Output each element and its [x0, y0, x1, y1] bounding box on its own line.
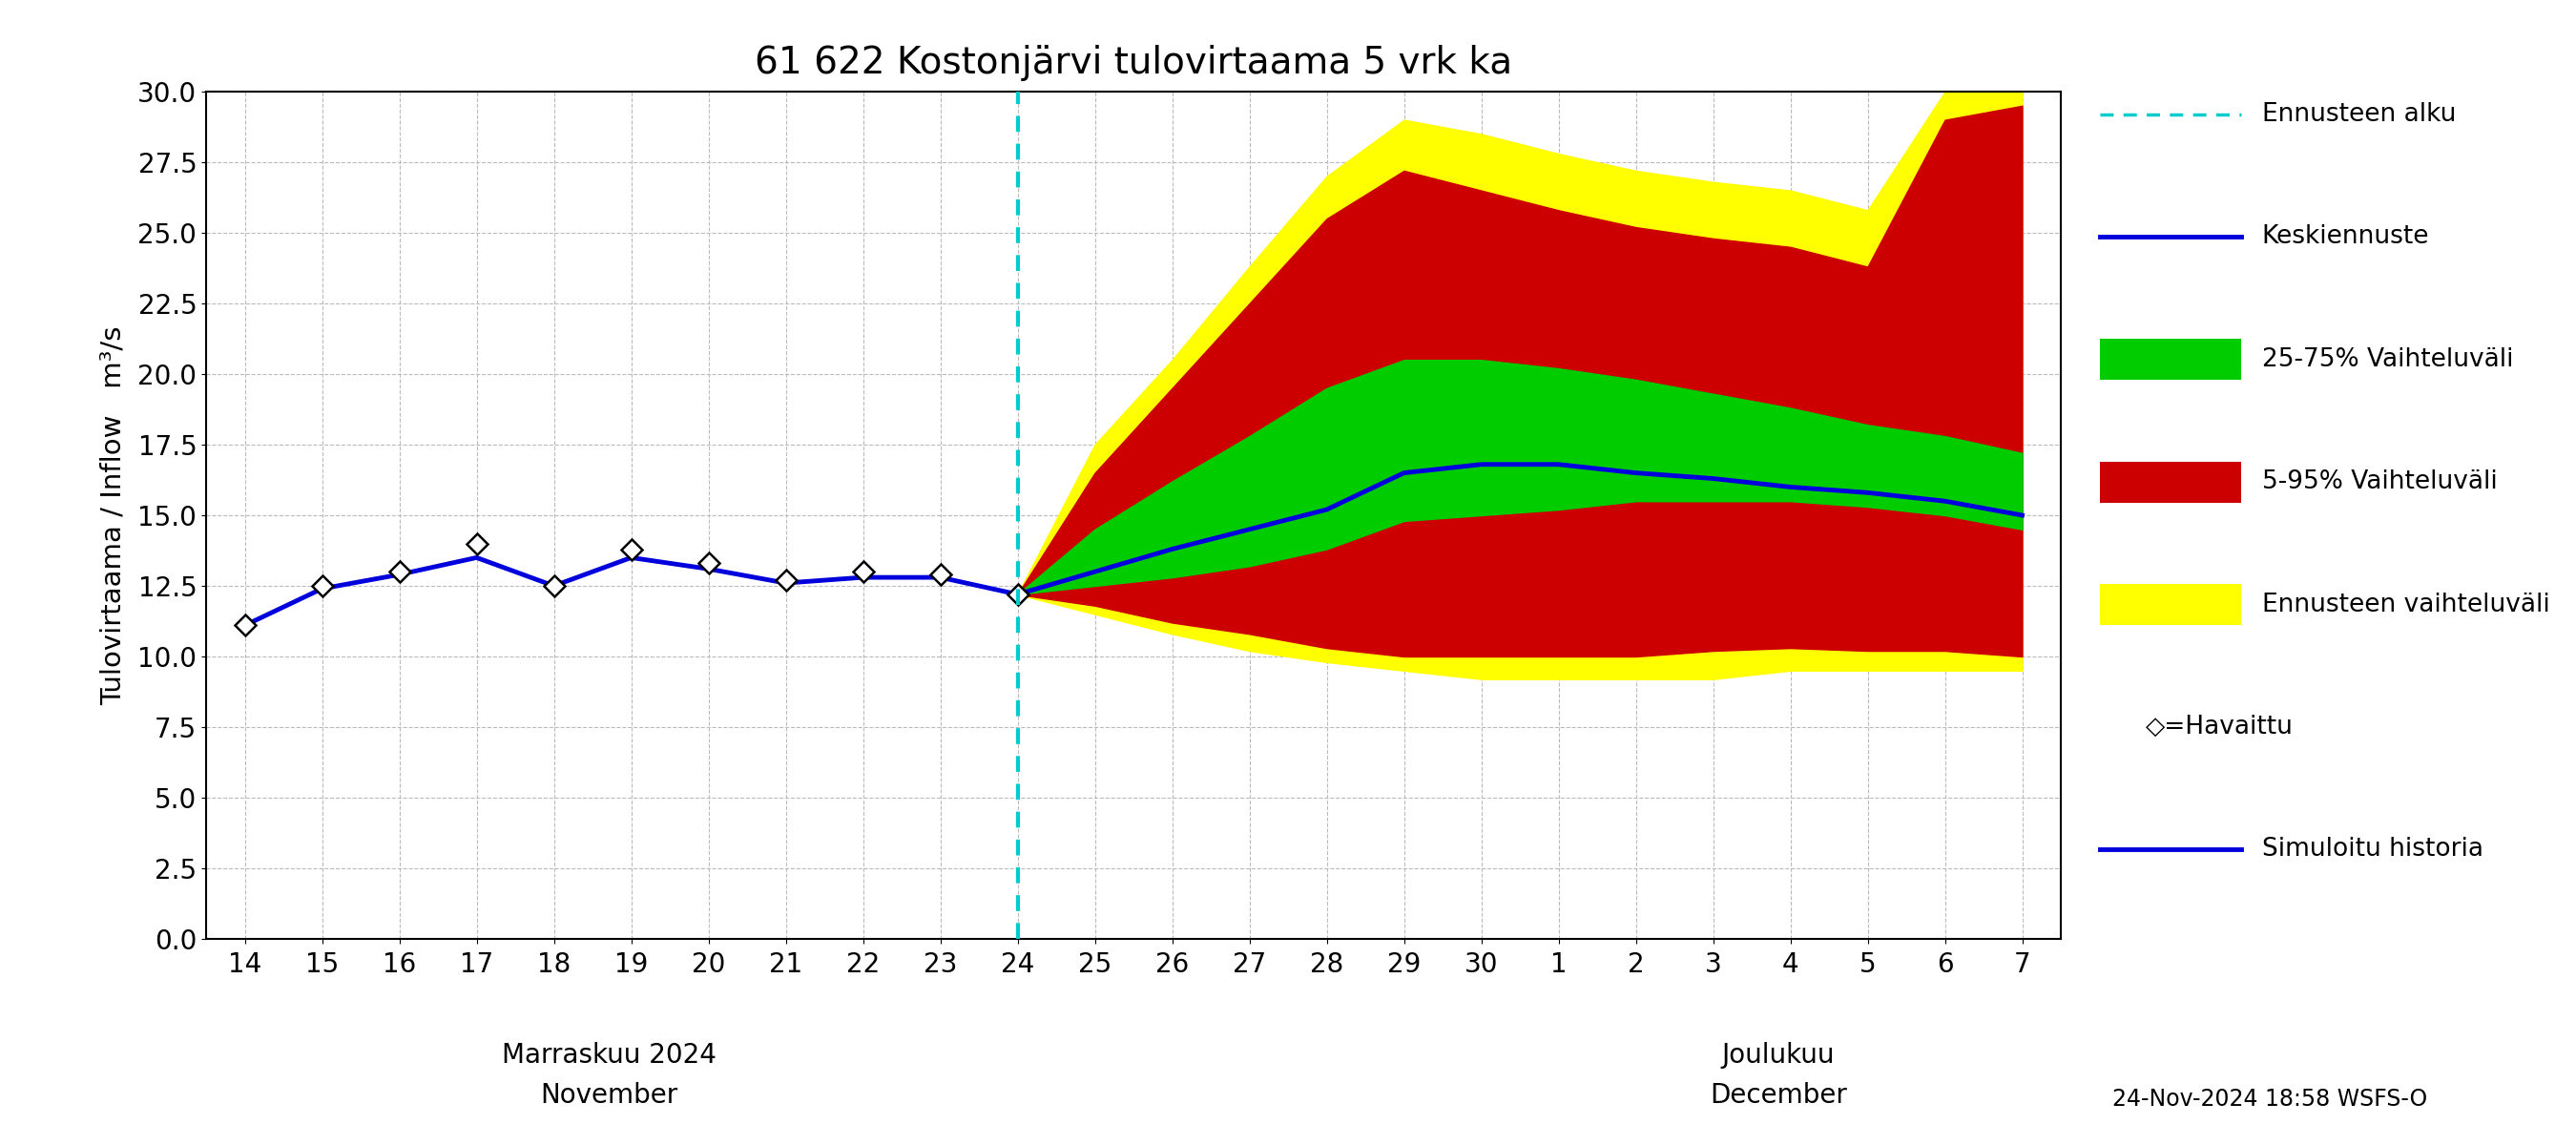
Title: 61 622 Kostonjärvi tulovirtaama 5 vrk ka: 61 622 Kostonjärvi tulovirtaama 5 vrk ka: [755, 45, 1512, 80]
Text: Joulukuu: Joulukuu: [1721, 1042, 1834, 1068]
Text: Keskiennuste: Keskiennuste: [2262, 224, 2429, 250]
Text: Simuloitu historia: Simuloitu historia: [2262, 837, 2483, 862]
Text: 5-95% Vaihteluväli: 5-95% Vaihteluväli: [2262, 469, 2496, 495]
Text: Ennusteen alku: Ennusteen alku: [2262, 102, 2455, 127]
Text: 24-Nov-2024 18:58 WSFS-O: 24-Nov-2024 18:58 WSFS-O: [2112, 1088, 2427, 1111]
Text: 25-75% Vaihteluväli: 25-75% Vaihteluväli: [2262, 347, 2514, 372]
Text: December: December: [1710, 1082, 1847, 1108]
Text: Ennusteen vaihteluväli: Ennusteen vaihteluväli: [2262, 592, 2550, 617]
Text: ◇=Havaittu: ◇=Havaittu: [2146, 714, 2293, 740]
Y-axis label: Tulovirtaama / Inflow   m³/s: Tulovirtaama / Inflow m³/s: [100, 325, 126, 705]
Text: November: November: [541, 1082, 677, 1108]
Text: Marraskuu 2024: Marraskuu 2024: [502, 1042, 716, 1068]
